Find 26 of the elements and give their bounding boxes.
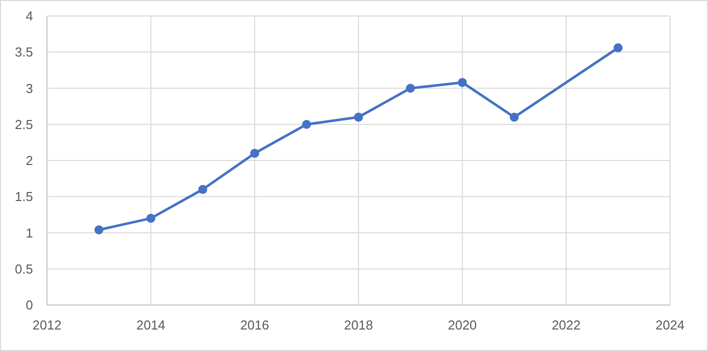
point	[146, 214, 156, 223]
y-tick-label: 2.5	[14, 116, 33, 132]
x-tick-label: 2024	[656, 318, 684, 333]
x-tick-label: 2016	[240, 318, 270, 333]
point	[614, 43, 623, 52]
x-tick-label: 2020	[448, 318, 477, 333]
y-tick-label: 1	[26, 225, 33, 240]
y-tick-label: 3.5	[14, 44, 33, 60]
y-tick-label: 4	[26, 8, 33, 24]
x-tick-label: 2014	[136, 318, 166, 333]
y-tick-label: 3	[26, 80, 33, 96]
point	[458, 78, 467, 87]
point	[198, 184, 208, 194]
y-tick-label: 2	[26, 153, 33, 168]
y-tick-label: 0.5	[14, 261, 33, 276]
point	[302, 120, 312, 129]
point	[250, 148, 260, 158]
x-tick-label: 2022	[552, 318, 581, 333]
point	[354, 112, 363, 122]
x-tick-label: 2018	[344, 318, 373, 333]
point	[406, 84, 415, 93]
x-tick-label: 2012	[32, 318, 62, 333]
point	[94, 225, 104, 234]
y-tick-label: 0	[26, 298, 33, 313]
point	[510, 112, 519, 122]
y-tick-label: 1.5	[14, 189, 33, 204]
